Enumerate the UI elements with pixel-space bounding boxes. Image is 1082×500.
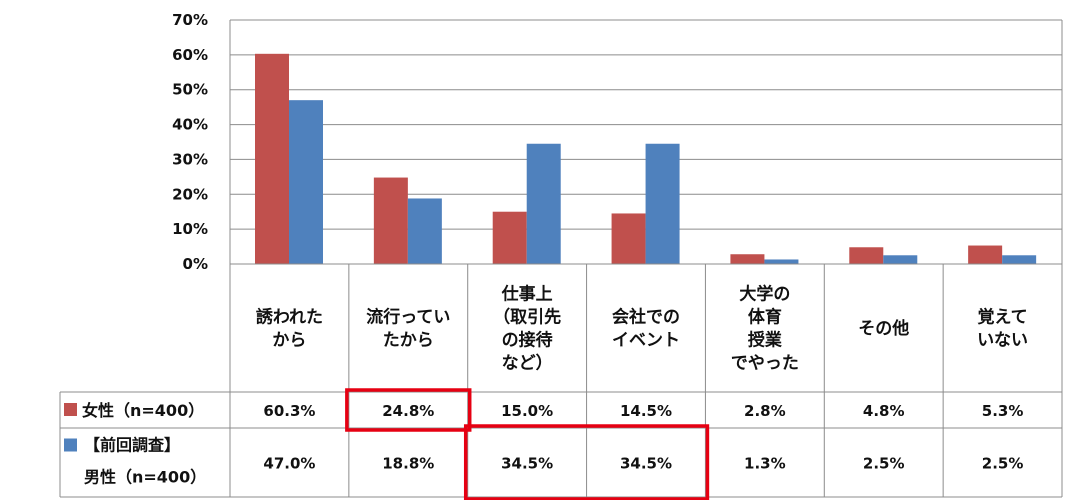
bar-male-previous-5 bbox=[883, 255, 918, 264]
category-label: から bbox=[272, 331, 306, 351]
category-label: でやった bbox=[731, 354, 799, 374]
bar-female-2 bbox=[492, 211, 527, 264]
category-label: 授業 bbox=[748, 330, 782, 351]
bar-male-previous-3 bbox=[645, 143, 680, 264]
legend-label-female: 女性（n=400） bbox=[82, 401, 204, 420]
bar-female-5 bbox=[849, 247, 884, 264]
bar-female-4 bbox=[730, 254, 765, 264]
category-label: いない bbox=[977, 331, 1028, 351]
bar-male-previous-1 bbox=[407, 198, 442, 264]
data-label-female: 5.3% bbox=[982, 402, 1024, 420]
data-label-female: 15.0% bbox=[501, 402, 553, 420]
y-tick-label: 30% bbox=[172, 150, 208, 168]
data-label-female: 2.8% bbox=[744, 402, 786, 420]
y-tick-label: 10% bbox=[172, 220, 208, 238]
category-label: 仕事上 bbox=[501, 284, 553, 305]
highlight-box bbox=[345, 388, 472, 432]
bar-female-0 bbox=[255, 53, 289, 264]
category-label: 体育 bbox=[748, 307, 782, 328]
bar-male-previous-4 bbox=[764, 259, 799, 264]
category-label: その他 bbox=[858, 318, 909, 339]
data-label-male-previous: 18.8% bbox=[382, 455, 434, 473]
data-label-female: 60.3% bbox=[263, 402, 315, 420]
category-label: たから bbox=[383, 331, 434, 351]
legend-swatch-female bbox=[64, 403, 77, 416]
category-label: など） bbox=[502, 353, 553, 374]
category-label: の接待 bbox=[502, 330, 553, 351]
legend-swatch-male-previous bbox=[64, 438, 77, 452]
legend-label-male-previous: 男性（n=400） bbox=[84, 468, 206, 487]
data-label-female: 4.8% bbox=[863, 402, 905, 420]
highlight-boxes bbox=[345, 388, 710, 500]
y-tick-label: 70% bbox=[172, 11, 208, 29]
category-label: 覚えて bbox=[977, 307, 1027, 328]
data-label-male-previous: 1.3% bbox=[744, 455, 786, 473]
category-label: 大学の bbox=[739, 284, 790, 305]
legend-label-male-previous: 【前回調査】 bbox=[84, 436, 180, 455]
highlight-box bbox=[463, 424, 710, 500]
data-label-male-previous: 47.0% bbox=[263, 455, 315, 473]
data-label-female: 24.8% bbox=[382, 402, 434, 420]
bar-female-1 bbox=[373, 177, 408, 264]
data-label-female: 14.5% bbox=[620, 402, 672, 420]
data-label-male-previous: 2.5% bbox=[863, 455, 905, 473]
bar-female-6 bbox=[968, 245, 1003, 264]
y-axis-tick-labels: 0% 10% 20% 30% 40% 50% 60% 70% bbox=[172, 11, 208, 273]
bar-male-previous-6 bbox=[1002, 255, 1037, 264]
y-tick-label: 50% bbox=[172, 81, 208, 99]
category-label: 誘われた bbox=[256, 307, 323, 328]
y-tick-label: 0% bbox=[183, 255, 208, 273]
bars bbox=[255, 53, 1037, 265]
category-label: （取引先 bbox=[493, 307, 561, 328]
data-label-male-previous: 2.5% bbox=[982, 455, 1024, 473]
y-tick-label: 60% bbox=[172, 46, 208, 64]
bar-female-3 bbox=[611, 213, 646, 264]
category-label: イベント bbox=[612, 331, 680, 351]
data-label-male-previous: 34.5% bbox=[620, 455, 672, 473]
category-label: 会社での bbox=[612, 307, 680, 328]
data-label-male-previous: 34.5% bbox=[501, 455, 553, 473]
y-tick-label: 20% bbox=[172, 185, 208, 203]
category-label: 流行ってい bbox=[366, 307, 450, 328]
bar-male-previous-0 bbox=[289, 100, 323, 265]
y-tick-label: 40% bbox=[172, 116, 208, 134]
bar-male-previous-2 bbox=[526, 143, 561, 264]
